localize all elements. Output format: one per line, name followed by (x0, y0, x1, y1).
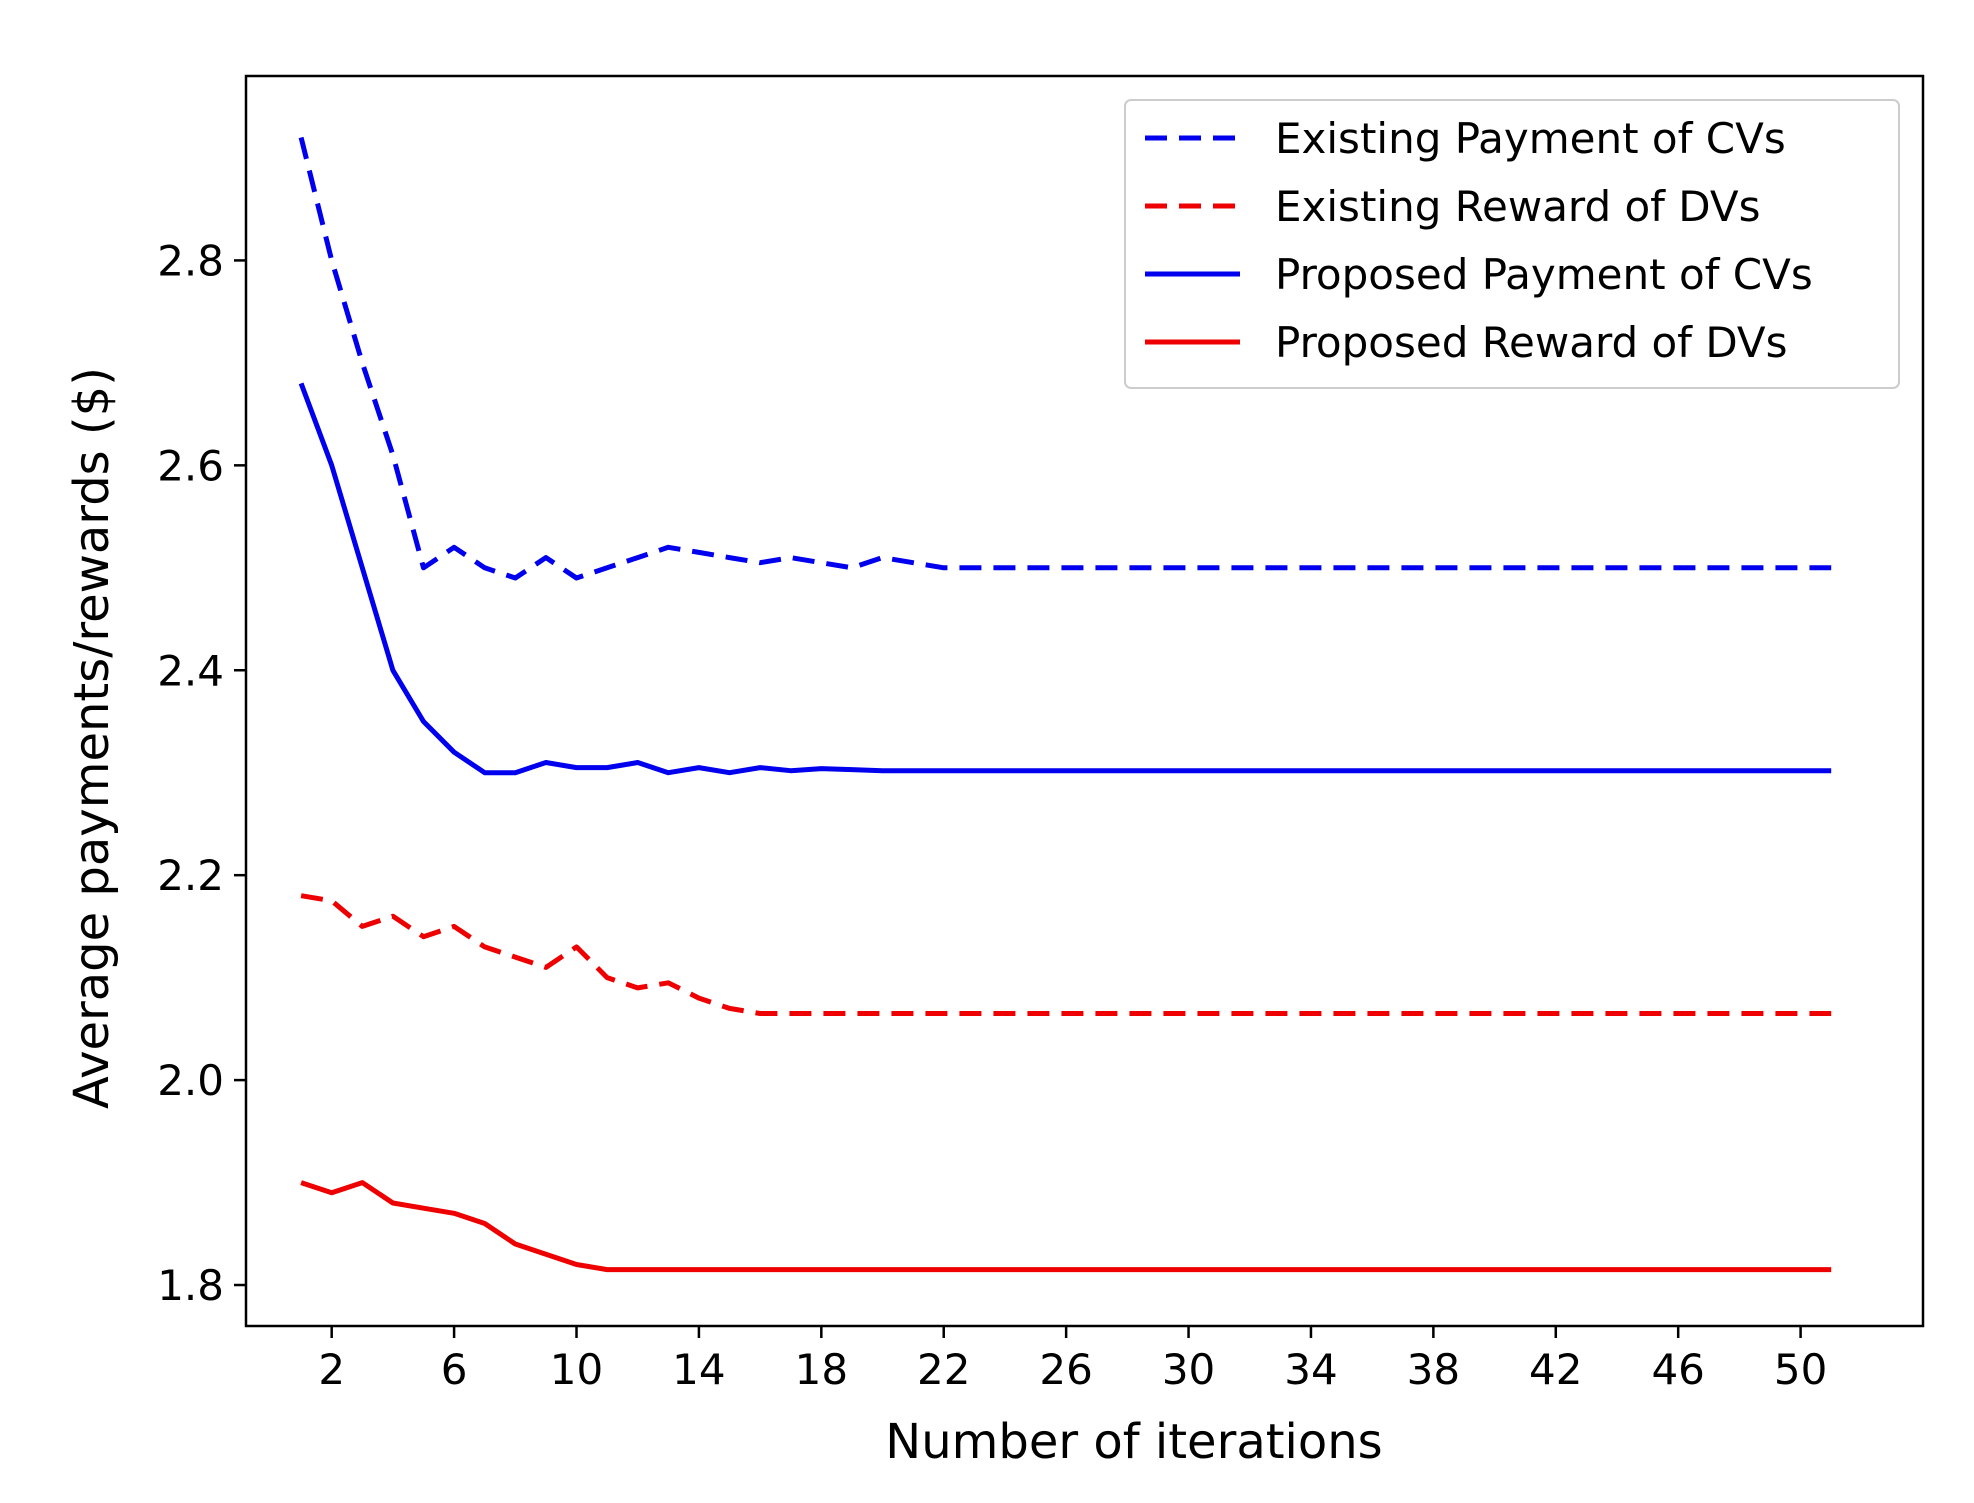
y-tick-label: 2.2 (157, 851, 224, 900)
x-tick-label: 6 (441, 1345, 468, 1394)
y-tick-label: 1.8 (157, 1261, 224, 1310)
x-tick-label: 42 (1529, 1345, 1582, 1394)
legend-label-4: Proposed Reward of DVs (1275, 318, 1788, 367)
x-axis-label: Number of iterations (885, 1414, 1382, 1470)
x-tick-label: 26 (1039, 1345, 1092, 1394)
legend-label-1: Existing Payment of CVs (1275, 114, 1786, 163)
x-tick-label: 18 (795, 1345, 848, 1394)
y-tick-label: 2.4 (157, 646, 224, 695)
legend: Existing Payment of CVs Existing Reward o… (1125, 100, 1899, 388)
x-tick-label: 22 (917, 1345, 970, 1394)
legend-label-3: Proposed Payment of CVs (1275, 250, 1813, 299)
x-tick-label: 46 (1651, 1345, 1704, 1394)
y-tick-label: 2.6 (157, 441, 224, 490)
y-axis-label: Average payments/rewards ($) (64, 367, 120, 1109)
x-tick-label: 38 (1407, 1345, 1460, 1394)
legend-label-2: Existing Reward of DVs (1275, 182, 1761, 231)
x-tick-label: 2 (318, 1345, 345, 1394)
y-tick-label: 2.0 (157, 1056, 224, 1105)
x-tick-label: 10 (550, 1345, 603, 1394)
x-tick-label: 14 (672, 1345, 725, 1394)
x-tick-label: 30 (1162, 1345, 1215, 1394)
x-tick-label: 50 (1774, 1345, 1827, 1394)
y-tick-label: 2.8 (157, 236, 224, 285)
x-tick-label: 34 (1284, 1345, 1337, 1394)
